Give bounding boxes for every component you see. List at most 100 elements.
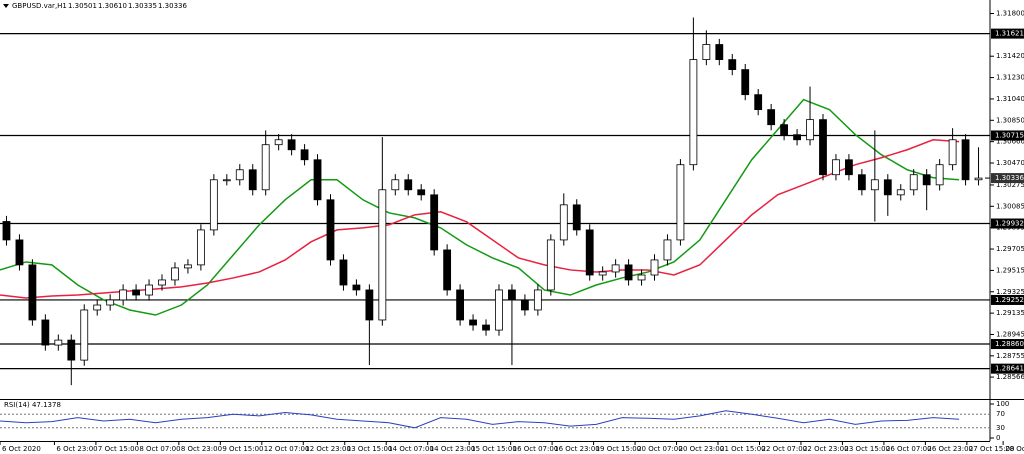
candle-body xyxy=(598,271,607,276)
candle-body xyxy=(689,59,698,166)
candle-body xyxy=(702,44,711,60)
candle-body xyxy=(521,299,529,311)
candle-body xyxy=(819,119,827,176)
level-label: 1.30715 xyxy=(995,131,1024,139)
candle-body xyxy=(184,264,192,269)
x-tick-label: 23 Oct 15:00 xyxy=(844,445,890,453)
y-tick-label: 1.28566 xyxy=(996,373,1024,381)
y-tick-label: 1.30085 xyxy=(996,202,1024,210)
x-tick-label: 12 Oct 07:00 xyxy=(264,445,310,453)
candle-body xyxy=(585,229,594,276)
candle-body xyxy=(482,324,490,331)
candle-body xyxy=(248,169,257,191)
candle-body xyxy=(93,304,102,311)
candle-body xyxy=(495,289,503,331)
candle-body xyxy=(28,264,37,321)
x-tick-label: 6 Oct 23:00 xyxy=(56,445,97,453)
candle-body xyxy=(145,284,153,296)
level-label: 1.28860 xyxy=(995,340,1024,348)
header-value: 1.30336 xyxy=(158,2,187,10)
candle-body xyxy=(533,289,542,311)
candle-body xyxy=(119,289,128,301)
candle-body xyxy=(663,239,672,261)
y-tick-label: 1.31800 xyxy=(996,9,1024,17)
candle-body xyxy=(624,264,633,281)
candle-body xyxy=(15,239,24,266)
x-tick-label: 21 Oct 15:00 xyxy=(720,445,766,453)
y-tick-label: 1.29325 xyxy=(996,288,1024,296)
rsi-tick-label: 100 xyxy=(996,400,1009,408)
candle-body xyxy=(41,319,50,346)
level-label: 1.31621 xyxy=(995,30,1024,38)
candle-body xyxy=(754,94,763,111)
rsi-label: RSI(14) 47.1378 xyxy=(4,401,61,409)
candle-body xyxy=(67,339,76,361)
level-label-box xyxy=(991,294,1024,305)
y-tick-label: 1.28945 xyxy=(996,330,1024,338)
symbol-title: GBPUSD.var,H1 xyxy=(12,2,67,10)
level-label: 1.29252 xyxy=(995,296,1024,304)
x-tick-label: 22 Oct 23:00 xyxy=(803,445,849,453)
x-tick-label: 6 Oct 2020 xyxy=(2,445,41,453)
y-tick-label: 1.31230 xyxy=(996,74,1024,82)
candle-body xyxy=(832,159,840,176)
candle-body xyxy=(171,267,179,281)
rsi-tick-label: 70 xyxy=(996,410,1005,418)
candle-body xyxy=(222,179,231,182)
candle-body xyxy=(209,179,218,231)
x-tick-label: 14 Oct 07:00 xyxy=(388,445,434,453)
last-price-box xyxy=(991,173,1024,184)
x-tick-label: 19 Oct 15:00 xyxy=(596,445,642,453)
x-tick-label: 15 Oct 15:00 xyxy=(471,445,517,453)
x-tick-label: 16 Oct 07:00 xyxy=(513,445,559,453)
candle-body xyxy=(365,289,374,321)
y-tick-label: 1.29135 xyxy=(996,309,1024,317)
candle-body xyxy=(158,279,166,286)
x-tick-label: 12 Oct 23:00 xyxy=(305,445,351,453)
candle-body xyxy=(546,239,555,291)
candle-body xyxy=(857,174,866,191)
header-value: 1.30501 xyxy=(68,2,97,10)
candle-body xyxy=(132,289,140,296)
candle-body xyxy=(326,199,335,261)
candle-body xyxy=(508,289,516,301)
x-tick-label: 26 Oct 23:00 xyxy=(927,445,973,453)
candle-body xyxy=(715,44,724,60)
y-tick-label: 1.30470 xyxy=(996,159,1024,167)
x-tick-label: 8 Oct 07:00 xyxy=(139,445,180,453)
candle-body xyxy=(650,259,659,276)
candle-body xyxy=(676,164,685,241)
y-tick-label: 1.31040 xyxy=(996,95,1024,103)
candle-body xyxy=(106,299,115,306)
candle-body xyxy=(611,264,620,273)
candle-body xyxy=(793,134,801,141)
moving-average xyxy=(0,138,960,299)
candle-body xyxy=(845,159,853,176)
header-arrow xyxy=(3,4,9,8)
level-label-box xyxy=(991,28,1024,39)
candle-body xyxy=(935,164,944,186)
candle-body xyxy=(404,179,413,191)
candle-body xyxy=(896,189,905,196)
x-tick-label: 7 Oct 15:00 xyxy=(98,445,139,453)
x-tick-label: 13 Oct 15:00 xyxy=(347,445,393,453)
y-tick-label: 1.31420 xyxy=(996,52,1024,60)
header-value: 1.30610 xyxy=(98,2,127,10)
candle-body xyxy=(54,339,63,346)
header-value: 1.30335 xyxy=(128,2,157,10)
candle-body xyxy=(235,169,244,181)
candle-body xyxy=(909,174,918,191)
rsi-tick-label: 0 xyxy=(996,434,1000,442)
candle-body xyxy=(2,221,11,241)
candle-body xyxy=(469,319,477,326)
candle-body xyxy=(806,119,814,141)
y-tick-label: 1.30850 xyxy=(996,116,1024,124)
level-label: 1.28641 xyxy=(995,365,1024,373)
candle-body xyxy=(922,174,931,186)
candle-body xyxy=(456,289,464,321)
y-tick-label: 1.30660 xyxy=(996,138,1024,146)
candle-body xyxy=(430,194,439,251)
x-tick-label: 20 Oct 23:00 xyxy=(679,445,725,453)
